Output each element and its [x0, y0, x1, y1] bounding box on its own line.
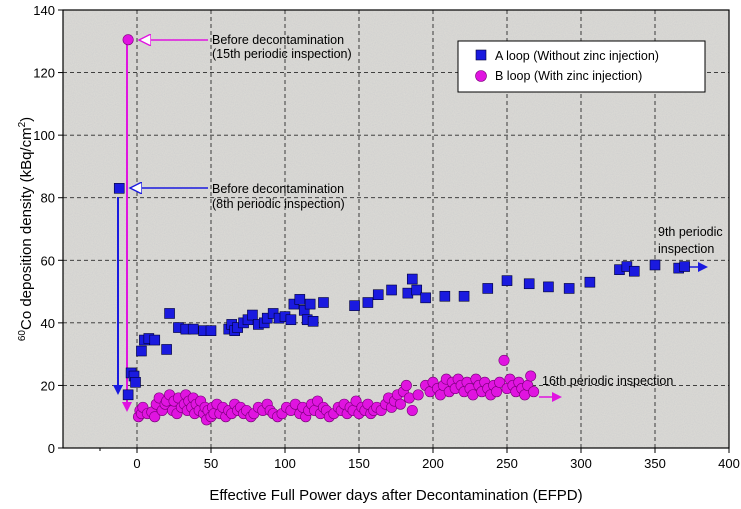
point-b — [412, 389, 424, 401]
y-tick-label: 20 — [41, 378, 55, 393]
point-a — [679, 261, 690, 272]
legend-label-a: A loop (Without zinc injection) — [495, 49, 659, 63]
point-a — [372, 289, 384, 301]
point-b — [528, 386, 540, 398]
annotation-8th-line1: Before decontamination — [212, 182, 344, 196]
point-b — [149, 411, 161, 423]
legend-marker-b — [475, 70, 487, 82]
y-tick-label: 0 — [48, 441, 55, 456]
x-tick-label: 400 — [718, 456, 740, 471]
point-a — [187, 323, 199, 335]
point-a — [649, 259, 661, 271]
plot-frame — [62, 9, 730, 449]
point-a — [130, 376, 141, 388]
point-a — [122, 389, 134, 401]
y-axis-title-main: Co deposition density (kBq/cm — [18, 127, 35, 330]
point-a — [439, 290, 451, 302]
annotation-8th-line2: (8th periodic inspection) — [212, 197, 345, 211]
point-a — [386, 284, 397, 296]
point-a — [402, 287, 414, 299]
y-tick-label: 140 — [33, 3, 55, 18]
point-a — [523, 278, 535, 290]
y-axis-title-sup: 60 — [17, 330, 28, 342]
x-tick-label: 100 — [274, 456, 296, 471]
point-a — [406, 273, 418, 285]
x-tick-label: 250 — [496, 456, 518, 471]
point-a — [349, 300, 360, 311]
point-b — [400, 379, 412, 391]
x-tick-label: 0 — [133, 456, 140, 471]
annotation-15th-line2: (15th periodic inspection) — [212, 47, 352, 61]
y-tick-label: 80 — [41, 191, 55, 206]
annotation-16th: 16th periodic inspection — [542, 374, 673, 388]
point-a — [458, 290, 470, 302]
point-b — [406, 404, 418, 416]
annotation-arrows — [113, 40, 708, 412]
x-tick-label: 150 — [348, 456, 370, 471]
legend: A loop (Without zinc injection) B loop (… — [457, 40, 706, 93]
point-a — [411, 284, 423, 296]
x-tick-label: 300 — [570, 456, 592, 471]
point-a — [136, 345, 147, 357]
y-axis-title-end: ) — [18, 117, 35, 122]
point-a — [584, 276, 596, 288]
y-tick-label: 100 — [33, 128, 55, 143]
legend-box — [457, 40, 706, 93]
point-a — [482, 283, 494, 294]
point-a — [420, 292, 431, 304]
x-axis-title: Effective Full Power days after Decontam… — [209, 487, 582, 504]
x-tick-label: 350 — [644, 456, 666, 471]
point-a — [285, 314, 297, 326]
point-a — [161, 344, 172, 355]
series-b-points — [122, 34, 540, 426]
point-a — [362, 297, 374, 308]
annotation-15th-line1: Before decontamination — [212, 33, 344, 47]
point-a — [113, 183, 125, 194]
legend-marker-a — [475, 49, 487, 61]
annotations: Before decontamination (15th periodic in… — [212, 33, 723, 388]
point-b — [122, 34, 134, 46]
point-a — [149, 334, 161, 346]
point-a — [247, 309, 258, 321]
point-b — [491, 386, 503, 398]
y-axis-title: 60Co deposition density (kBq/cm2) — [17, 117, 35, 341]
x-tick-label: 50 — [204, 456, 218, 471]
y-tick-label: 60 — [41, 253, 55, 268]
x-tick-label: 200 — [422, 456, 444, 471]
point-a — [563, 283, 575, 294]
point-a — [205, 325, 217, 336]
point-b — [394, 398, 406, 410]
point-a — [628, 265, 640, 277]
annotation-9th-line1: 9th periodic — [658, 225, 723, 239]
y-tick-label: 120 — [33, 66, 55, 81]
legend-label-b: B loop (With zinc injection) — [495, 69, 642, 83]
y-axis-title-sup2: 2 — [17, 121, 28, 127]
point-a — [304, 298, 316, 310]
point-b — [494, 376, 506, 388]
point-a — [294, 294, 306, 305]
ticks: 0 50 100 150 200 250 300 350 400 0 20 40 60 80 100 120 1… — [33, 3, 740, 471]
point-b — [525, 370, 537, 382]
series-a-points — [113, 183, 690, 401]
point-b — [498, 354, 510, 366]
annotation-9th-line2: inspection — [658, 242, 714, 256]
point-a — [501, 275, 513, 286]
point-a — [164, 308, 175, 319]
y-tick-label: 40 — [41, 316, 55, 331]
point-a — [307, 315, 319, 327]
point-a — [543, 281, 554, 293]
point-a — [318, 297, 329, 308]
